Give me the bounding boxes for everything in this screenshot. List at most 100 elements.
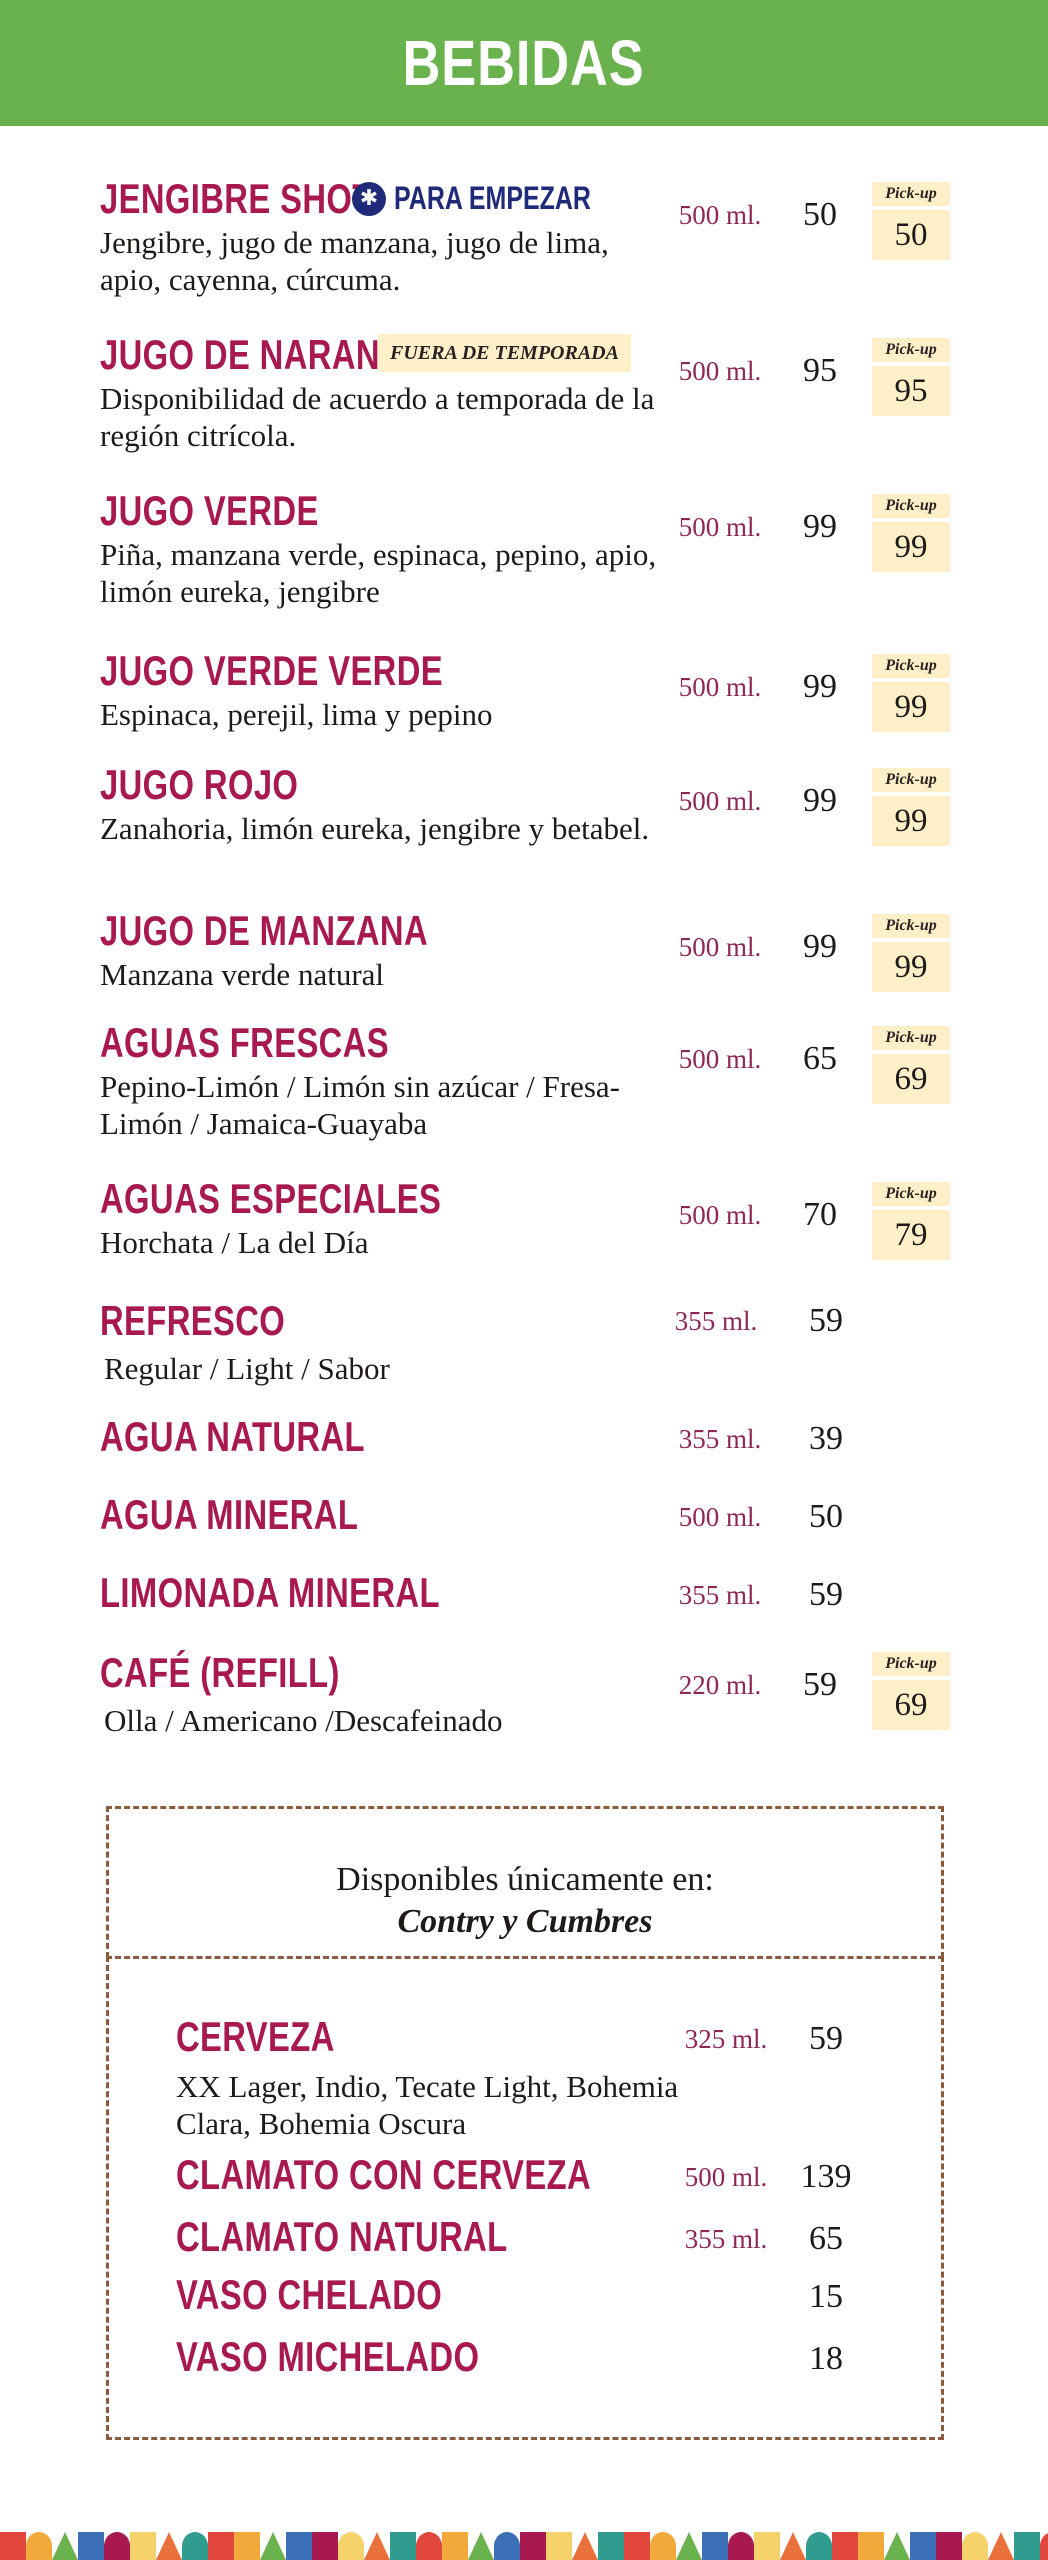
item-name: CERVEZA: [176, 2013, 335, 2060]
pattern-tile: [286, 2532, 312, 2560]
item-price: 139: [800, 2158, 852, 2195]
pattern-tile: [1040, 2532, 1048, 2560]
pattern-tile: [364, 2532, 390, 2560]
item-name: REFRESCO: [100, 1297, 286, 1344]
availability-box-header: Disponibles únicamente en: Contry y Cumb…: [106, 1806, 944, 1958]
item-description: Manzana verde natural: [100, 957, 385, 992]
pattern-tile: [832, 2532, 858, 2560]
item-size: 355 ml.: [678, 1424, 762, 1454]
item-price: 59: [809, 1576, 843, 1613]
item-size: 500 ml.: [678, 512, 762, 542]
item-price: 18: [809, 2340, 843, 2377]
page-title: BEBIDAS: [403, 27, 645, 99]
pattern-tile: [780, 2532, 806, 2560]
pattern-tile: [754, 2532, 780, 2560]
pattern-tile: [520, 2532, 546, 2560]
pattern-tile: [26, 2532, 52, 2560]
item-size: 355 ml.: [678, 1580, 762, 1610]
pattern-tile: [598, 2532, 624, 2560]
item-size: 500 ml.: [678, 932, 762, 962]
item-size: 500 ml.: [678, 356, 762, 386]
pickup-label: Pick-up: [872, 338, 950, 362]
item-price: 50: [803, 196, 837, 233]
pattern-tile: [442, 2532, 468, 2560]
item-name: JUGO ROJO: [100, 761, 299, 808]
item-size: 355 ml.: [674, 1306, 758, 1336]
pattern-tile: [0, 2532, 26, 2560]
item-size: 500 ml.: [684, 2162, 768, 2192]
tag-para-empezar: ✱ PARA EMPEZAR: [352, 180, 646, 217]
pickup-badge: Pick-up 50: [872, 182, 950, 260]
item-name: AGUA NATURAL: [100, 1413, 365, 1460]
pattern-tile: [1014, 2532, 1040, 2560]
item-name: JUGO DE NARANJA: [100, 331, 423, 378]
pattern-tile: [572, 2532, 598, 2560]
pattern-tile: [52, 2532, 78, 2560]
pattern-tile: [130, 2532, 156, 2560]
item-price: 50: [809, 1498, 843, 1535]
item-description: Piña, manzana verde, espinaca, pepino, a…: [100, 537, 657, 609]
pattern-tile: [208, 2532, 234, 2560]
availability-note: Disponibles únicamente en:: [336, 1861, 714, 1898]
pattern-tile: [676, 2532, 702, 2560]
pattern-tile: [416, 2532, 442, 2560]
item-price: 15: [809, 2278, 843, 2315]
pattern-tile: [988, 2532, 1014, 2560]
pickup-badge: Pick-up 99: [872, 654, 950, 732]
item-size: 500 ml.: [678, 786, 762, 816]
pattern-tile: [494, 2532, 520, 2560]
pattern-tile: [728, 2532, 754, 2560]
item-name: JUGO VERDE: [100, 487, 319, 534]
pattern-tile: [962, 2532, 988, 2560]
pickup-badge: Pick-up 99: [872, 768, 950, 846]
item-price: 99: [803, 668, 837, 705]
pickup-label: Pick-up: [872, 1026, 950, 1050]
pickup-label: Pick-up: [872, 182, 950, 206]
pickup-price: 99: [872, 796, 950, 846]
pattern-tile: [858, 2532, 884, 2560]
item-description: Olla / Americano /Descafeinado: [104, 1703, 503, 1738]
pattern-tile: [338, 2532, 364, 2560]
asterisk-circle-icon: ✱: [352, 181, 386, 216]
pickup-label: Pick-up: [872, 1652, 950, 1676]
pattern-tile: [312, 2532, 338, 2560]
pickup-label: Pick-up: [872, 768, 950, 792]
header: BEBIDAS: [0, 0, 1048, 126]
item-name: VASO MICHELADO: [176, 2333, 480, 2380]
pickup-label: Pick-up: [872, 1182, 950, 1206]
item-price: 59: [803, 1666, 837, 1703]
item-name: LIMONADA MINERAL: [100, 1569, 440, 1616]
pickup-badge: Pick-up 95: [872, 338, 950, 416]
tag-fuera-de-temporada: FUERA DE TEMPORADA: [378, 334, 631, 372]
pattern-tile: [182, 2532, 208, 2560]
item-price: 59: [809, 2020, 843, 2057]
pattern-tile: [260, 2532, 286, 2560]
item-description: Disponibilidad de acuerdo a temporada de…: [100, 381, 655, 453]
item-description: Jengibre, jugo de manzana, jugo de lima,…: [100, 225, 609, 297]
item-price: 65: [809, 2220, 843, 2257]
pickup-badge: Pick-up 99: [872, 914, 950, 992]
pattern-tile: [910, 2532, 936, 2560]
item-name: CAFÉ (REFILL): [100, 1649, 340, 1696]
item-name: JENGIBRE SHOT: [100, 175, 373, 222]
item-name: AGUA MINERAL: [100, 1491, 359, 1538]
pattern-tile: [936, 2532, 962, 2560]
item-size: 355 ml.: [684, 2224, 768, 2254]
pickup-badge: Pick-up 79: [872, 1182, 950, 1260]
item-description: Pepino-Limón / Limón sin azúcar / Fresa-…: [100, 1069, 620, 1141]
item-size: 500 ml.: [678, 672, 762, 702]
pattern-tile: [156, 2532, 182, 2560]
pickup-price: 99: [872, 682, 950, 732]
pickup-price: 99: [872, 522, 950, 572]
pickup-badge: Pick-up 69: [872, 1026, 950, 1104]
item-size: 325 ml.: [684, 2024, 768, 2054]
item-description: Zanahoria, limón eureka, jengibre y beta…: [100, 811, 650, 846]
item-description: XX Lager, Indio, Tecate Light, Bohemia C…: [176, 2069, 679, 2141]
item-description: Regular / Light / Sabor: [104, 1351, 390, 1386]
tag-label: PARA EMPEZAR: [394, 180, 591, 216]
pickup-badge: Pick-up 69: [872, 1652, 950, 1730]
pickup-price: 69: [872, 1680, 950, 1730]
item-size: 500 ml.: [678, 1502, 762, 1532]
item-description: Horchata / La del Día: [100, 1225, 369, 1260]
item-price: 39: [809, 1420, 843, 1457]
